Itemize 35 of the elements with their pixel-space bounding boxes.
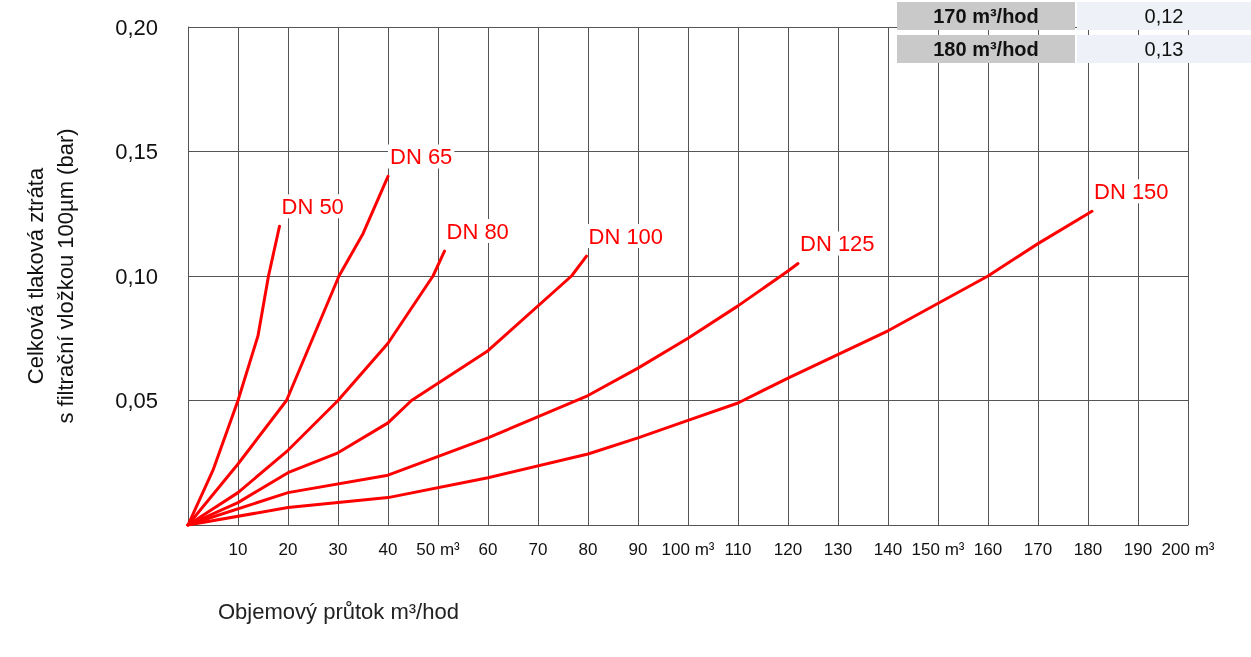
x-tick-label: 50 m³ [416, 540, 461, 559]
series-label: DN 50 [281, 193, 344, 219]
annotation: 0,13 [1077, 35, 1251, 63]
x-tick-label: 70 [528, 540, 548, 559]
series-label: DN 125 [800, 231, 875, 257]
annotation: 180 m³/hod [897, 35, 1075, 63]
x-tick-label: 80 [578, 540, 598, 559]
x-tick-label: 130 [823, 540, 853, 559]
x-tick-label: 60 [478, 540, 498, 559]
x-tick-label: 120 [773, 540, 803, 559]
x-tick-label: 100 m³ [661, 540, 715, 559]
x-tick-label: 150 m³ [911, 540, 965, 559]
y-tick-label: 0,20 [115, 14, 158, 40]
x-tick-label: 190 [1123, 540, 1153, 559]
x-tick-label: 90 [628, 540, 648, 559]
x-tick-label: 180 [1073, 540, 1103, 559]
x-tick-label: 200 m³ [1161, 540, 1215, 559]
x-tick-label: 20 [278, 540, 298, 559]
x-axis-title: Objemový průtok m³/hod [218, 598, 459, 624]
x-tick-label: 10 [228, 540, 248, 559]
series-label: DN 80 [446, 218, 509, 244]
series-label: DN 100 [588, 223, 664, 249]
x-tick-label: 170 [1023, 540, 1053, 559]
x-tick-label: 160 [973, 540, 1003, 559]
y-tick-label: 0,15 [115, 139, 158, 164]
y-tick-label: 0,10 [115, 263, 158, 289]
x-tick-label: 40 [378, 540, 398, 559]
series-label: DN 150 [1094, 178, 1169, 204]
y-axis-title: Celková tlaková ztráta s filtrační vložkou 100µm (bar) [22, 128, 78, 424]
x-tick-label: 110 [724, 540, 752, 559]
y-tick-label: 0,05 [115, 388, 158, 413]
value-table: 170 m³/hod 0,12 180 m³/hod 0,13 [897, 2, 1251, 68]
series-label: DN 65 [390, 143, 453, 169]
x-tick-label: 30 [328, 540, 348, 559]
x-tick-label: 140 [873, 540, 903, 559]
